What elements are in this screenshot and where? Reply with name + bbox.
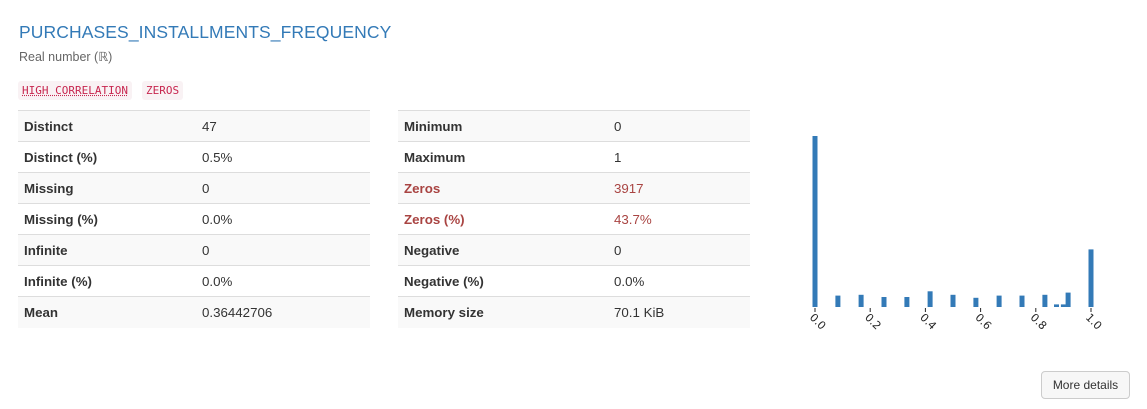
stat-row-zeros: Zeros 3917	[398, 172, 750, 204]
stat-row-distinct-pct: Distinct (%) 0.5%	[18, 141, 370, 173]
stat-value: 47	[196, 110, 370, 142]
histogram-bar	[881, 297, 887, 307]
stat-label: Distinct (%)	[18, 141, 196, 173]
stat-row-infinite-pct: Infinite (%) 0.0%	[18, 265, 370, 297]
histogram-chart: 0.0 0.2 0.4 0.6 0.8 1.0	[807, 136, 1105, 333]
histogram-bar	[1054, 304, 1059, 307]
stat-label: Zeros (%)	[398, 203, 608, 235]
histogram-bar	[1088, 249, 1094, 307]
histogram-bar	[835, 295, 841, 307]
x-tick-label: 0.2	[862, 311, 884, 333]
statistics-table-right: Minimum 0 Maximum 1 Zeros 3917 Zeros (%) 43.…	[398, 110, 750, 328]
histogram-bars	[812, 136, 1094, 307]
stat-row-distinct: Distinct 47	[18, 110, 370, 142]
stat-value: 3917	[608, 172, 750, 204]
histogram-bar	[973, 297, 979, 307]
stat-value: 0.36442706	[196, 296, 370, 328]
stat-label: Minimum	[398, 110, 608, 142]
variable-name: PURCHASES_INSTALLMENTS_FREQUENCY	[19, 22, 392, 42]
x-tick-label: 0.4	[917, 311, 939, 333]
stat-label: Negative	[398, 234, 608, 266]
zeros-badge: ZEROS	[141, 81, 184, 100]
histogram-bar	[1065, 292, 1071, 307]
x-tick-label: 0.0	[807, 311, 829, 333]
histogram-bar	[1019, 295, 1025, 307]
stat-label: Memory size	[398, 296, 608, 328]
high-correlation-badge[interactable]: HIGH CORRELATION	[18, 81, 132, 100]
stat-label: Infinite (%)	[18, 265, 196, 297]
stat-row-negative: Negative 0	[398, 234, 750, 266]
histogram-bar	[950, 294, 956, 307]
stat-label: Missing	[18, 172, 196, 204]
stat-label: Mean	[18, 296, 196, 328]
x-axis-ticks: 0.0 0.2 0.4 0.6 0.8 1.0	[807, 308, 1105, 333]
statistics-table-left: Distinct 47 Distinct (%) 0.5% Missing 0 Mis…	[18, 110, 370, 328]
histogram-bar	[1060, 304, 1066, 307]
stat-row-memory-size: Memory size 70.1 KiB	[398, 296, 750, 328]
stat-value: 0	[196, 234, 370, 266]
x-tick-label: 1.0	[1083, 311, 1105, 333]
histogram-bar	[812, 136, 818, 307]
histogram-bar	[996, 295, 1002, 307]
histogram-bar	[1042, 294, 1048, 307]
stat-value: 0	[196, 172, 370, 204]
stat-value: 0	[608, 110, 750, 142]
stat-row-negative-pct: Negative (%) 0.0%	[398, 265, 750, 297]
stat-label: Zeros	[398, 172, 608, 204]
stat-label: Missing (%)	[18, 203, 196, 235]
x-tick-label: 0.8	[1028, 311, 1050, 333]
stat-value: 1	[608, 141, 750, 173]
more-details-button[interactable]: More details	[1041, 371, 1130, 399]
stat-value: 43.7%	[608, 203, 750, 235]
stat-label: Distinct	[18, 110, 196, 142]
stat-label: Maximum	[398, 141, 608, 173]
stat-row-missing-pct: Missing (%) 0.0%	[18, 203, 370, 235]
stat-row-missing: Missing 0	[18, 172, 370, 204]
histogram-bar	[904, 297, 910, 307]
stat-value: 0.0%	[608, 265, 750, 297]
stat-value: 0.5%	[196, 141, 370, 173]
variable-type: Real number (ℝ)	[19, 50, 113, 64]
stat-row-zeros-pct: Zeros (%) 43.7%	[398, 203, 750, 235]
stat-row-infinite: Infinite 0	[18, 234, 370, 266]
stat-value: 0.0%	[196, 203, 370, 235]
stat-value: 0	[608, 234, 750, 266]
histogram-bar	[858, 294, 864, 307]
stat-label: Negative (%)	[398, 265, 608, 297]
stat-value: 0.0%	[196, 265, 370, 297]
stat-value: 70.1 KiB	[608, 296, 750, 328]
histogram-bar	[927, 291, 933, 307]
x-tick-label: 0.6	[972, 311, 994, 333]
stat-row-maximum: Maximum 1	[398, 141, 750, 173]
stat-label: Infinite	[18, 234, 196, 266]
stat-row-mean: Mean 0.36442706	[18, 296, 370, 328]
alert-badges: HIGH CORRELATION ZEROS	[18, 81, 184, 100]
stat-row-minimum: Minimum 0	[398, 110, 750, 142]
